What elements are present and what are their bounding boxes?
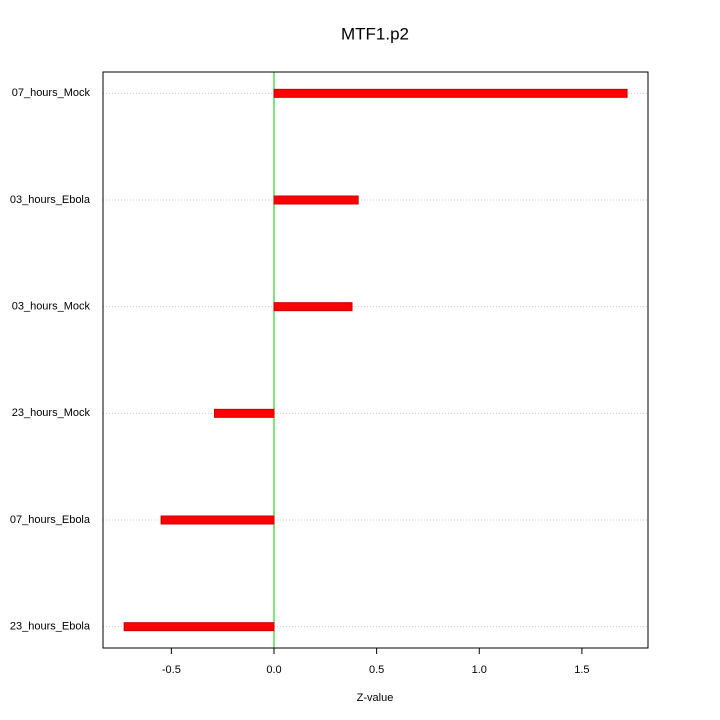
y-tick-label: 07_hours_Ebola [10,514,91,526]
bar [273,88,628,98]
x-axis-label: Z-value [357,692,394,704]
x-tick-label: 1.5 [574,664,589,676]
bar [273,302,353,312]
x-tick-label: 0.0 [266,664,281,676]
x-tick-label: -0.5 [162,664,181,676]
x-tick-label: 1.0 [472,664,487,676]
y-tick-label: 03_hours_Ebola [10,194,91,206]
plot-frame [102,71,649,649]
bar [123,622,275,632]
bar [213,408,275,418]
x-tick-label: 0.5 [369,664,384,676]
chart-title: MTF1.p2 [341,24,409,43]
y-tick-label: 23_hours_Mock [12,407,91,419]
y-tick-label: 07_hours_Mock [12,87,91,99]
bar [160,515,275,525]
y-tick-label: 03_hours_Mock [12,301,91,313]
y-tick-label: 23_hours_Ebola [10,621,91,633]
bar [273,195,359,205]
